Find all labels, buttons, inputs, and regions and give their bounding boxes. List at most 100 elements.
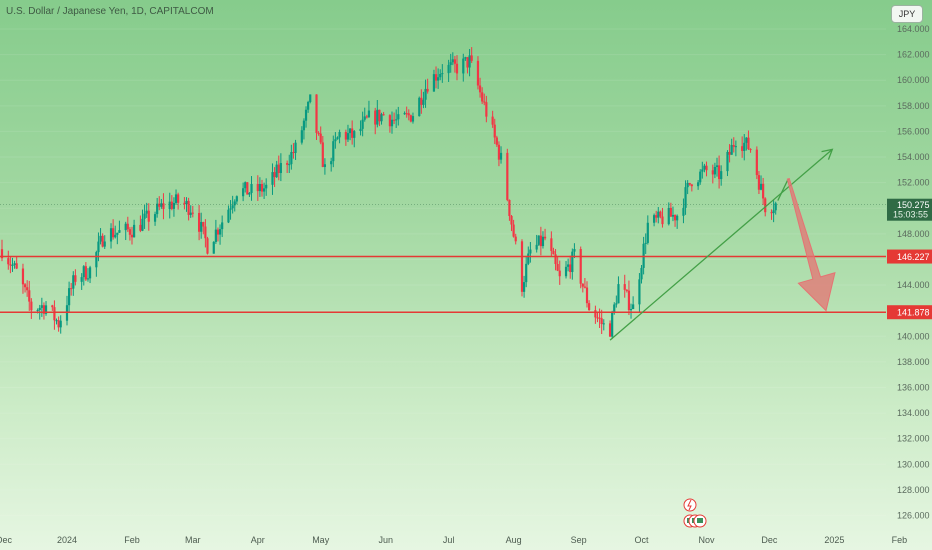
- candle: [315, 94, 318, 140]
- candle: [491, 110, 494, 128]
- candle-body: [250, 183, 253, 193]
- candle-body: [600, 318, 603, 324]
- candle: [420, 89, 423, 114]
- candle-body: [596, 317, 599, 319]
- candle: [202, 221, 205, 235]
- candle: [288, 154, 291, 174]
- candle-body: [611, 311, 614, 337]
- candle: [344, 129, 347, 146]
- candle-body: [88, 267, 92, 279]
- candle: [273, 167, 276, 187]
- candle-body: [759, 183, 763, 190]
- candle-body: [80, 277, 83, 282]
- candle-body: [11, 264, 14, 266]
- candle-body: [321, 142, 324, 168]
- candle-body: [95, 252, 98, 268]
- candle-body: [42, 305, 46, 314]
- candle-body: [189, 212, 192, 215]
- candle: [424, 79, 427, 108]
- candle: [743, 134, 746, 161]
- candle: [583, 278, 587, 289]
- candle-body: [40, 305, 43, 308]
- currency-button[interactable]: JPY: [891, 5, 923, 23]
- candle: [418, 96, 421, 117]
- candle: [51, 304, 54, 311]
- y-tick-label: 138.000: [897, 357, 930, 367]
- candle-body: [147, 210, 150, 222]
- candle: [336, 136, 339, 140]
- candle-body: [554, 254, 557, 265]
- candle-body: [315, 94, 318, 133]
- candle-body: [770, 212, 773, 214]
- candle-body: [202, 222, 205, 227]
- candle-body: [214, 229, 217, 242]
- candle-body: [101, 235, 104, 247]
- candle: [640, 264, 643, 284]
- candle-body: [569, 264, 572, 273]
- candle-body: [132, 224, 136, 238]
- candle: [520, 239, 524, 297]
- candle: [437, 68, 440, 89]
- candle: [359, 120, 362, 136]
- candle: [447, 59, 450, 82]
- candle: [558, 260, 561, 285]
- candle: [728, 144, 731, 163]
- candle: [749, 148, 752, 153]
- candle-body: [713, 166, 717, 175]
- candle-body: [749, 149, 752, 151]
- candle-body: [28, 290, 31, 302]
- lightning-icon: [687, 499, 692, 511]
- candle-body: [613, 304, 616, 312]
- candle: [82, 265, 85, 286]
- candle-body: [206, 238, 209, 254]
- candle: [183, 197, 186, 210]
- current-price-tag: [887, 198, 932, 221]
- candle: [426, 78, 429, 94]
- candle: [392, 112, 396, 125]
- current-price-label: 150.275: [897, 200, 930, 210]
- candle: [53, 300, 56, 330]
- candle: [478, 77, 482, 98]
- candle: [762, 177, 765, 205]
- y-tick-label: 128.000: [897, 485, 930, 495]
- candle-body: [655, 215, 658, 218]
- axes-layer: 164.000 162.000 160.000 158.000 156.000 154.0…: [0, 24, 932, 545]
- candle: [55, 318, 58, 325]
- flag-icon: [697, 518, 703, 523]
- candle: [346, 124, 350, 142]
- candle: [644, 233, 647, 255]
- candle: [403, 111, 406, 115]
- candle: [23, 283, 27, 293]
- candle: [697, 180, 700, 190]
- candle: [539, 226, 542, 256]
- candle: [772, 200, 775, 223]
- candle-body: [717, 165, 721, 180]
- candle: [86, 268, 90, 282]
- candle-body: [470, 55, 473, 61]
- y-tick-label: 152.000: [897, 178, 930, 188]
- candle-body: [573, 249, 576, 252]
- candle-body: [174, 194, 178, 203]
- drawings-layer[interactable]: [0, 148, 886, 528]
- candle: [103, 235, 106, 250]
- candle: [118, 220, 121, 233]
- candle-body: [615, 303, 618, 305]
- candle-body: [495, 137, 498, 145]
- candle: [464, 56, 467, 61]
- candle-body: [330, 161, 333, 165]
- candle-body: [453, 59, 457, 64]
- candle: [0, 239, 4, 262]
- candle-body: [279, 163, 282, 174]
- candle-body: [277, 164, 280, 174]
- y-tick-label: 144.000: [897, 280, 930, 290]
- candle: [550, 231, 553, 257]
- candle-body: [422, 99, 425, 105]
- candle-body: [84, 266, 87, 280]
- candle: [441, 64, 444, 83]
- candle-body: [550, 238, 553, 251]
- candle-body: [109, 228, 113, 242]
- candle-body: [629, 308, 633, 311]
- candle-body: [351, 128, 354, 138]
